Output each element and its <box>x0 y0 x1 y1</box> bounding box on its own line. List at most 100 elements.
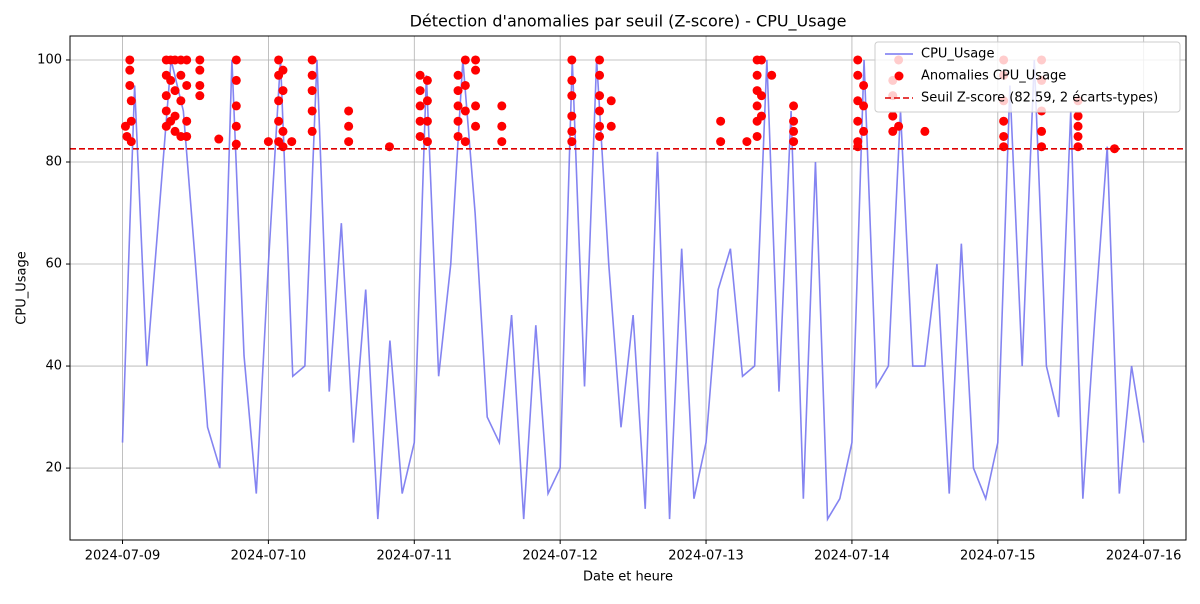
anomaly-point <box>497 121 507 131</box>
anomaly-point <box>344 121 354 131</box>
anomaly-point <box>471 121 481 131</box>
anomaly-point <box>595 70 605 80</box>
x-tick-label: 2024-07-15 <box>960 549 1036 564</box>
anomaly-point <box>453 101 463 111</box>
anomaly-point <box>126 96 136 106</box>
anomaly-point <box>195 91 205 101</box>
anomaly-point <box>595 106 605 116</box>
anomaly-point <box>567 55 577 65</box>
anomaly-point <box>888 126 898 136</box>
anomaly-point <box>460 55 470 65</box>
x-tick-label: 2024-07-13 <box>668 549 744 564</box>
anomaly-point <box>278 126 288 136</box>
anomaly-point <box>606 121 616 131</box>
anomaly-point <box>460 106 470 116</box>
anomaly-point <box>752 101 762 111</box>
x-tick-label: 2024-07-14 <box>814 549 890 564</box>
anomaly-point <box>920 126 930 136</box>
anomaly-point <box>415 70 425 80</box>
anomaly-point <box>415 101 425 111</box>
anomaly-point <box>231 101 241 111</box>
anomaly-point <box>125 55 135 65</box>
anomaly-point <box>278 65 288 75</box>
anomaly-point <box>263 137 273 147</box>
anomaly-point <box>214 134 224 144</box>
anomaly-point <box>384 142 394 152</box>
anomaly-point <box>1037 126 1047 136</box>
anomaly-point <box>595 55 605 65</box>
anomaly-point <box>789 137 799 147</box>
data-line <box>121 59 1145 522</box>
anomaly-point <box>307 55 317 65</box>
anomaly-point <box>1073 121 1083 131</box>
anomaly-point <box>415 131 425 141</box>
anomaly-point <box>274 116 284 126</box>
anomaly-point <box>125 65 135 75</box>
anomaly-point <box>453 131 463 141</box>
anomaly-point <box>716 137 726 147</box>
anomaly-point <box>278 142 288 152</box>
anomaly-point <box>752 131 762 141</box>
anomaly-point <box>287 137 297 147</box>
anomaly-point <box>278 86 288 96</box>
anomaly-point <box>126 137 136 147</box>
anomaly-point <box>789 126 799 136</box>
anomaly-point <box>170 111 180 121</box>
anomaly-point <box>853 96 863 106</box>
x-tick-label: 2024-07-10 <box>231 549 307 564</box>
y-tick-label: 40 <box>45 359 62 374</box>
x-axis-label: Date et heure <box>583 570 673 585</box>
anomaly-point <box>415 116 425 126</box>
anomaly-point <box>888 111 898 121</box>
y-axis-label: CPU_Usage <box>15 251 30 324</box>
legend-label: Seuil Z-score (82.59, 2 écarts-types) <box>921 91 1158 106</box>
x-tick-label: 2024-07-11 <box>377 549 453 564</box>
anomaly-point <box>344 137 354 147</box>
anomaly-point <box>182 131 192 141</box>
anomaly-point <box>606 96 616 106</box>
legend-label: Anomalies CPU_Usage <box>921 69 1066 84</box>
anomaly-point <box>853 70 863 80</box>
anomaly-point <box>756 91 766 101</box>
anomaly-point <box>125 80 135 90</box>
anomaly-point <box>1037 142 1047 152</box>
anomaly-point <box>170 86 180 96</box>
anomaly-point <box>716 116 726 126</box>
anomaly-point <box>176 70 186 80</box>
chart-title: Détection d'anomalies par seuil (Z-score… <box>410 12 847 32</box>
anomaly-point <box>497 137 507 147</box>
anomaly-point <box>567 91 577 101</box>
anomaly-point <box>170 126 180 136</box>
anomaly-point <box>195 80 205 90</box>
anomaly-point <box>161 106 171 116</box>
anomaly-point <box>471 55 481 65</box>
anomaly-point <box>853 116 863 126</box>
anomaly-point <box>307 70 317 80</box>
anomaly-point <box>859 80 869 90</box>
anomaly-point <box>497 101 507 111</box>
anomaly-point <box>789 116 799 126</box>
anomaly-point <box>231 121 241 131</box>
anomaly-point <box>1073 131 1083 141</box>
anomaly-point <box>789 101 799 111</box>
anomaly-point <box>471 101 481 111</box>
x-tick-label: 2024-07-16 <box>1106 549 1182 564</box>
anomaly-point <box>195 65 205 75</box>
x-tick-label: 2024-07-12 <box>522 549 598 564</box>
anomaly-point <box>767 70 777 80</box>
anomaly-point <box>422 137 432 147</box>
anomaly-point <box>344 106 354 116</box>
anomaly-point <box>999 116 1009 126</box>
anomaly-point <box>231 75 241 85</box>
anomaly-point <box>274 96 284 106</box>
anomaly-point <box>595 121 605 131</box>
anomaly-point <box>471 65 481 75</box>
anomaly-point <box>567 126 577 136</box>
anomaly-point <box>176 96 186 106</box>
anomaly-point <box>182 55 192 65</box>
y-tick-label: 80 <box>45 155 62 170</box>
anomaly-point <box>567 137 577 147</box>
anomaly-point <box>231 139 241 149</box>
anomaly-point <box>859 126 869 136</box>
anomaly-point <box>422 75 432 85</box>
